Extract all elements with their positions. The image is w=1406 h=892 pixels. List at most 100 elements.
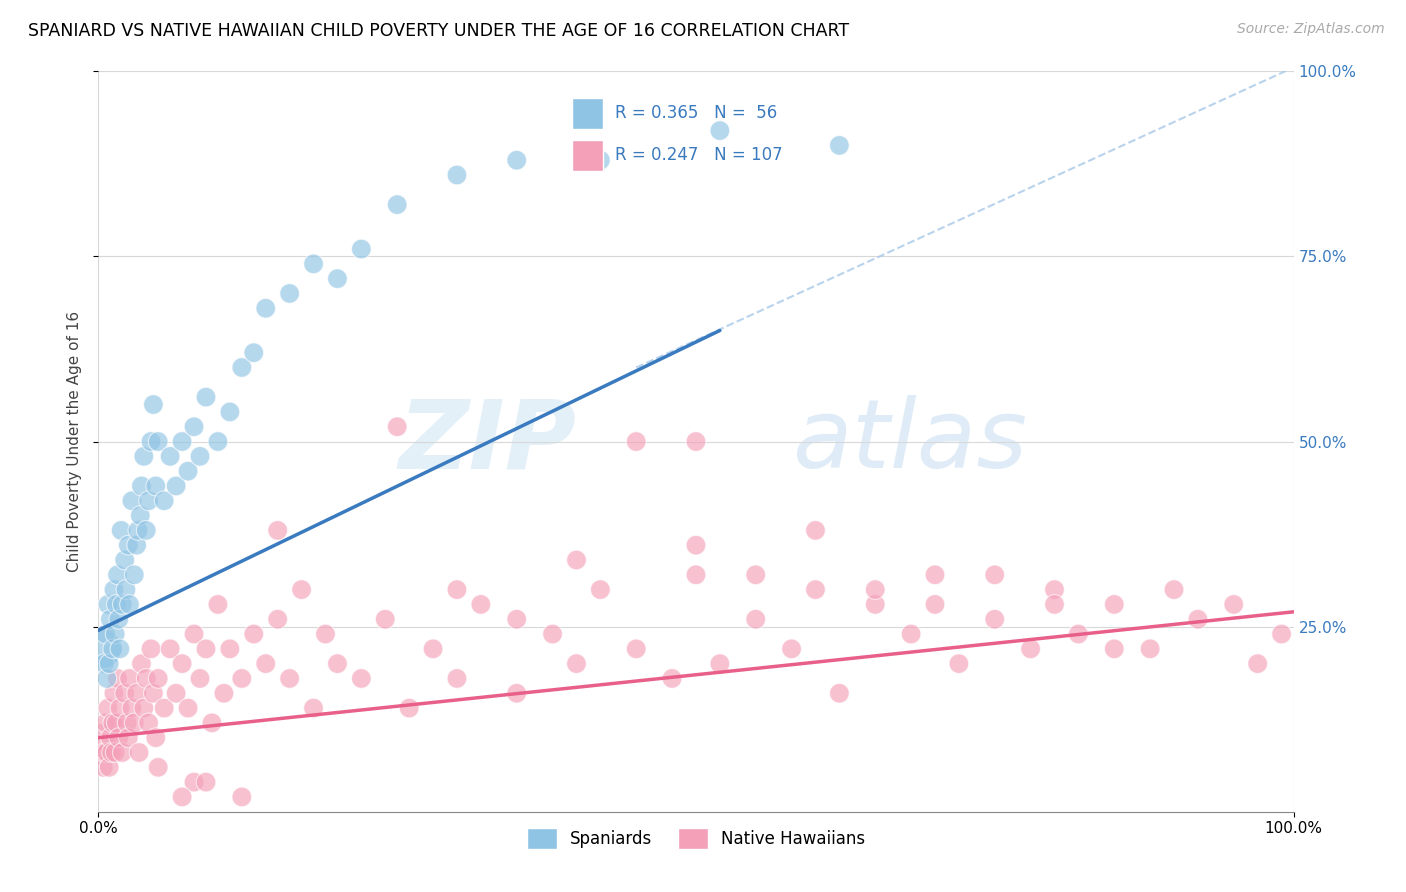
Point [104, 627, 127, 641]
Point [165, 479, 187, 493]
Point [107, 731, 129, 745]
Point [127, 524, 149, 538]
Point [91, 760, 114, 774]
Text: R = 0.365   N =  56: R = 0.365 N = 56 [614, 104, 778, 122]
Point [506, 153, 529, 168]
Point [685, 567, 707, 582]
Point [195, 641, 218, 656]
Point [219, 641, 242, 656]
Point [96, 672, 118, 686]
Point [315, 627, 337, 641]
Point [105, 715, 128, 730]
Text: atlas: atlas [792, 395, 1026, 488]
Point [105, 598, 128, 612]
Point [924, 598, 946, 612]
Point [207, 598, 229, 612]
Point [121, 493, 143, 508]
Point [1104, 641, 1126, 656]
Point [121, 701, 143, 715]
Point [1187, 612, 1209, 626]
Point [709, 123, 731, 137]
Point [589, 153, 612, 168]
Point [745, 612, 768, 626]
Point [125, 538, 148, 552]
Point [98, 612, 122, 626]
Point [93, 657, 115, 671]
Point [103, 686, 125, 700]
Point [142, 686, 165, 700]
Point [1271, 627, 1294, 641]
Point [207, 434, 229, 449]
Point [117, 538, 139, 552]
Point [804, 582, 827, 597]
Point [385, 419, 409, 434]
Point [626, 641, 648, 656]
Point [188, 450, 211, 464]
Point [900, 627, 922, 641]
Point [398, 701, 420, 715]
Point [302, 701, 325, 715]
Point [183, 627, 205, 641]
Point [278, 286, 301, 301]
Point [243, 345, 266, 359]
Point [110, 524, 132, 538]
Point [145, 731, 167, 745]
Point [159, 450, 181, 464]
Point [101, 715, 124, 730]
Bar [572, 140, 603, 171]
Point [94, 627, 117, 641]
Point [159, 641, 181, 656]
Point [107, 567, 129, 582]
Point [780, 641, 803, 656]
Point [374, 612, 396, 626]
Point [90, 731, 112, 745]
Point [103, 582, 125, 597]
Point [446, 168, 468, 182]
Point [470, 598, 492, 612]
Point [98, 731, 122, 745]
Point [172, 657, 194, 671]
Point [422, 641, 444, 656]
Point [254, 657, 277, 671]
Point [118, 598, 141, 612]
Point [326, 271, 349, 285]
Point [135, 524, 157, 538]
Point [302, 257, 325, 271]
Point [139, 434, 162, 449]
Point [114, 553, 136, 567]
Point [1139, 641, 1161, 656]
Point [115, 715, 138, 730]
Point [98, 657, 121, 671]
Point [107, 672, 129, 686]
Point [124, 715, 146, 730]
Text: ZIP: ZIP [398, 395, 576, 488]
Point [685, 538, 707, 552]
Point [183, 775, 205, 789]
Point [828, 686, 851, 700]
Point [165, 686, 187, 700]
Point [183, 419, 205, 434]
Point [101, 641, 124, 656]
Point [145, 479, 167, 493]
Point [142, 398, 165, 412]
Point [828, 138, 851, 153]
Point [111, 746, 134, 760]
Point [148, 434, 170, 449]
Point [804, 524, 827, 538]
Point [709, 657, 731, 671]
Point [195, 390, 218, 404]
Point [148, 672, 170, 686]
Legend: Spaniards, Native Hawaiians: Spaniards, Native Hawaiians [520, 822, 872, 855]
Point [97, 598, 120, 612]
Point [865, 582, 887, 597]
Point [131, 657, 153, 671]
Point [98, 760, 121, 774]
Bar [572, 98, 603, 129]
Point [1163, 582, 1185, 597]
Text: Source: ZipAtlas.com: Source: ZipAtlas.com [1237, 22, 1385, 37]
Point [97, 701, 120, 715]
Point [1104, 598, 1126, 612]
Point [948, 657, 970, 671]
Point [118, 672, 141, 686]
Point [446, 582, 468, 597]
